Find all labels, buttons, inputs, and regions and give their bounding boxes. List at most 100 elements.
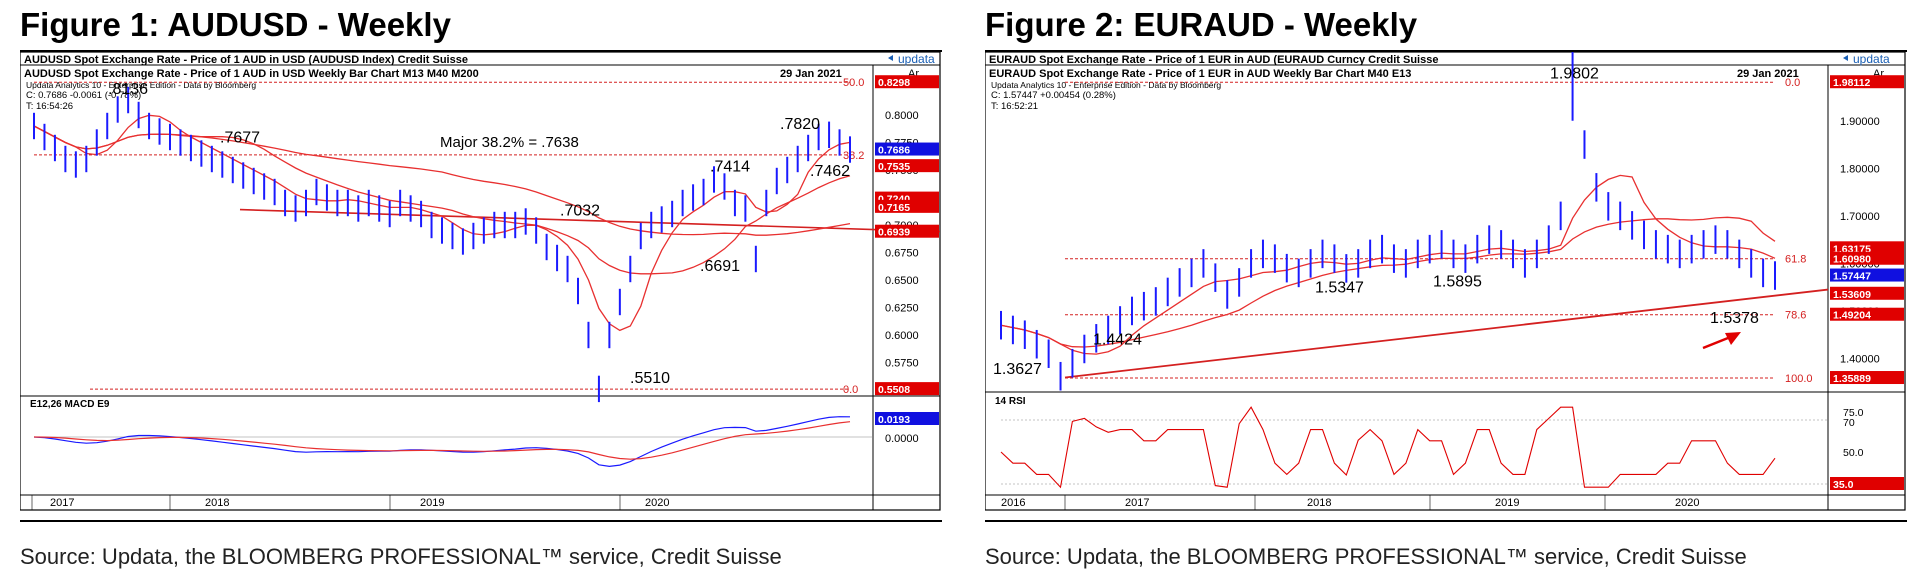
x-axis-label: 2017 [1125,497,1149,509]
figure-2: Figure 2: EURAUD - Weekly EURAUD Spot Ex… [985,0,1915,582]
price-annotation: .7462 [810,163,850,180]
price-tag-bg [875,224,939,238]
price-tag-bg [1830,268,1904,282]
moving-average-line [1000,174,1776,355]
price-tag-bg [1830,251,1904,265]
chart1-subtitle: AUDUSD Spot Exchange Rate - Price of 1 A… [24,68,479,80]
x-axis-label: 2016 [1001,497,1025,509]
trend-line [1064,288,1829,379]
figure-2-top-rule [985,50,1907,52]
price-annotation: .5510 [630,370,670,387]
fib-0-label: 0.0 [843,384,858,396]
x-axis-label: 2020 [645,497,669,509]
price-tag: 0.5508 [878,384,910,396]
x-axis-label: 2019 [1495,497,1519,509]
x-axis-label: 2019 [420,497,444,509]
price-tag-bg [1830,241,1904,255]
price-tag-bg [1830,75,1904,89]
price-annotation: .7414 [710,158,750,175]
y-tick-label: 1.70000 [1840,211,1880,223]
figure-1: Figure 1: AUDUSD - Weekly AUDUSD Spot Ex… [20,0,965,582]
price-annotation: .6691 [700,258,740,275]
price-annotation: .8136 [108,81,148,98]
x-axis-label: 2018 [1307,497,1331,509]
price-tag: 1.35889 [1833,373,1871,385]
price-tag-bg [1830,286,1904,300]
price-tag: 0.7165 [878,202,910,214]
price-annotation: 1.9802 [1550,66,1599,83]
chart1-ar: Ar [908,68,919,80]
price-tag-bg [875,75,939,89]
moving-average-line [1000,216,1776,348]
x-axis-label: 2017 [50,497,74,509]
price-tag: 0.6939 [878,227,910,239]
y-tick-label: 0.5750 [885,358,919,370]
price-tag-bg [875,382,939,396]
brand-arrow-icon [888,55,893,61]
price-annotation: 1.3627 [993,361,1042,378]
price-tag: 0.7535 [878,161,910,173]
price-tag-bg [875,142,939,156]
audusd-chart: AUDUSD Spot Exchange Rate - Price of 1 A… [20,52,941,511]
chart2-info1: Updata Analytics 10 - Enterprise Edition… [991,80,1221,90]
price-tag-bg [875,159,939,173]
price-annotation: .7820 [780,116,820,133]
price-tag-bg [875,412,939,425]
chart2-info3: T: 16:52:21 [991,101,1038,112]
figure-2-bottom-rule [985,520,1907,522]
fib-label: 0.0 [1785,77,1800,89]
price-tag: 35.0 [1833,479,1854,491]
price-tag-bg [1830,371,1904,385]
chart2-info2: C: 1.57447 +0.00454 (0.28%) [991,90,1116,101]
price-tag-bg [1830,307,1904,321]
figure-1-top-rule [20,50,942,52]
price-tag: 1.60980 [1833,254,1871,266]
price-annotation: 1.4424 [1093,331,1142,348]
price-tag-bg [1830,477,1904,490]
y-tick-label: 1.80000 [1840,163,1880,175]
price-annotation: 1.5347 [1315,279,1364,296]
price-tag: 0.0193 [878,414,910,426]
chart1-macd-label: E12,26 MACD E9 [30,399,110,410]
fib-50-label: 50.0 [843,77,864,89]
y-tick-label: 0.8000 [885,110,919,122]
figure-1-title: Figure 1: AUDUSD - Weekly [20,6,451,43]
chart2-ar: Ar [1873,68,1884,80]
rsi-tick-label: 75.0 [1843,407,1864,419]
moving-average-line [33,114,851,332]
chart1-brand: updata [898,52,935,66]
chart1-info3: T: 16:54:26 [26,101,73,112]
brand-arrow-icon [1843,55,1848,61]
price-tag: 0.7686 [878,145,910,157]
chart2-date: 29 Jan 2021 [1737,68,1799,80]
price-tag: 1.57447 [1833,271,1871,283]
arrow-head-icon [1725,332,1741,345]
chart1-date: 29 Jan 2021 [780,68,842,80]
chart2-subtitle: EURAUD Spot Exchange Rate - Price of 1 E… [989,68,1411,80]
price-tag: 0.8298 [878,77,910,89]
figure-1-bottom-rule [20,520,942,522]
fib-label: 100.0 [1785,373,1813,385]
price-annotation: 1.5895 [1433,273,1482,290]
y-tick-label: 0.6000 [885,330,919,342]
y-tick-label: 1.40000 [1840,353,1880,365]
euraud-chart: EURAUD Spot Exchange Rate - Price of 1 E… [985,52,1906,511]
chart1-info1: Updata Analytics 10 - Enterprise Edition… [26,80,256,90]
y-tick-label: 0.6750 [885,248,919,260]
macd-line [33,421,851,460]
rsi-tick-label: 50.0 [1843,447,1864,459]
price-tag: 1.49204 [1833,310,1871,322]
price-annotation: .7032 [560,202,600,219]
x-axis-label: 2018 [205,497,229,509]
fib-38-label: 38.2 [843,150,864,162]
price-annotation: Major 38.2% = .7638 [440,134,579,151]
y-tick-label: 1.90000 [1840,116,1880,128]
chart1-macd-tick: 0.0000 [885,433,919,445]
chart2-rsi-label: 14 RSI [995,396,1026,407]
figure-2-title: Figure 2: EURAUD - Weekly [985,6,1418,43]
fib-label: 61.8 [1785,254,1806,266]
y-tick-label: 0.6500 [885,275,919,287]
chart1-info2: C: 0.7686 -0.0061 (-0.78%) [26,90,141,101]
figure-2-source: Source: Updata, the BLOOMBERG PROFESSION… [985,544,1747,569]
x-axis-label: 2020 [1675,497,1699,509]
